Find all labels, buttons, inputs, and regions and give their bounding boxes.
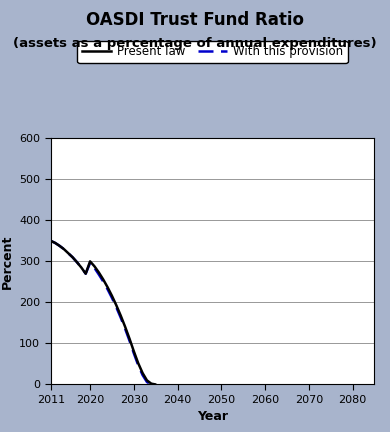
Present law — [62, 246, 66, 251]
Legend: Present law, With this provision: Present law, With this provision — [77, 41, 348, 63]
Present law — [114, 303, 119, 308]
With this provision — [62, 246, 66, 251]
Present law — [127, 336, 132, 341]
With this provision — [140, 372, 145, 378]
With this provision — [96, 272, 101, 277]
Text: (assets as a percentage of annual expenditures): (assets as a percentage of annual expend… — [13, 37, 377, 50]
Line: Present law: Present law — [51, 241, 156, 384]
With this provision — [105, 287, 110, 292]
With this provision — [101, 279, 106, 284]
Present law — [79, 265, 84, 270]
With this provision — [118, 315, 123, 320]
With this provision — [136, 362, 140, 368]
Present law — [149, 381, 154, 386]
With this provision — [145, 379, 149, 384]
Present law — [136, 361, 140, 366]
With this provision — [149, 382, 154, 387]
Present law — [57, 243, 62, 248]
With this provision — [66, 251, 71, 256]
Present law — [70, 255, 75, 260]
Present law — [96, 270, 101, 275]
With this provision — [131, 351, 136, 356]
Present law — [92, 264, 97, 269]
With this provision — [127, 338, 132, 343]
With this provision — [74, 260, 79, 265]
With this provision — [88, 260, 92, 266]
Present law — [101, 277, 106, 282]
With this provision — [79, 265, 84, 270]
Y-axis label: Percent: Percent — [1, 234, 14, 289]
Present law — [153, 382, 158, 387]
With this provision — [153, 382, 158, 387]
With this provision — [83, 271, 88, 276]
Present law — [83, 271, 88, 276]
Present law — [118, 313, 123, 318]
Present law — [131, 349, 136, 354]
X-axis label: Year: Year — [197, 410, 228, 423]
Present law — [145, 378, 149, 383]
Present law — [74, 260, 79, 265]
Present law — [123, 324, 128, 329]
Present law — [140, 370, 145, 375]
With this provision — [123, 326, 128, 331]
Line: With this provision: With this provision — [51, 241, 156, 384]
With this provision — [53, 240, 57, 245]
Present law — [88, 259, 92, 264]
With this provision — [70, 255, 75, 260]
Present law — [110, 293, 114, 299]
Present law — [48, 238, 53, 244]
With this provision — [114, 305, 119, 310]
With this provision — [110, 295, 114, 301]
With this provision — [48, 238, 53, 244]
Present law — [53, 240, 57, 245]
With this provision — [57, 243, 62, 248]
Text: OASDI Trust Fund Ratio: OASDI Trust Fund Ratio — [86, 11, 304, 29]
With this provision — [92, 265, 97, 270]
Present law — [105, 285, 110, 290]
Present law — [66, 251, 71, 256]
